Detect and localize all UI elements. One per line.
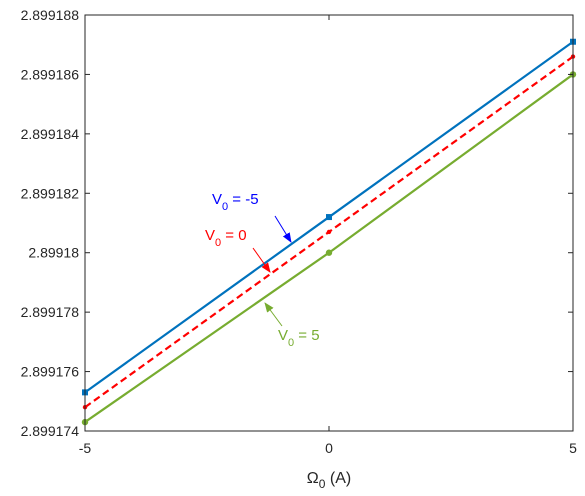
x-tick-label-0: -5 [79, 440, 92, 456]
plot-area [81, 38, 577, 426]
y-tick-label-0: 2.899174 [21, 423, 80, 439]
data-point-v0-5-1 [325, 249, 333, 256]
y-tick-label-5: 2.899184 [21, 126, 80, 142]
annotation-v0-0: V0 = 0 [205, 227, 271, 273]
data-point-v0-neg5-1 [326, 214, 332, 221]
y-tick-label-7: 2.899188 [21, 7, 80, 23]
series-line-v0-5 [84, 73, 574, 423]
annotation-v0-5: V0 = 5 [264, 302, 320, 349]
x-tick-label-2: 5 [569, 440, 577, 456]
annotation-v0-neg5: V0 = -5 [212, 191, 292, 243]
data-point-v0-0-1 [326, 229, 332, 235]
annotation-v0-neg5-arrow [274, 215, 292, 243]
annotation-v0-neg5-label: V0 = -5 [212, 191, 259, 213]
axes: 2.899174 2.899176 2.899178 2.89918 2.899182 2… [21, 7, 578, 456]
y-tick-label-6: 2.899186 [21, 66, 80, 82]
annotation-v0-0-arrow [252, 247, 271, 273]
annotation-v0-5-arrow [264, 302, 283, 327]
annotation-v0-0-label: V0 = 0 [205, 227, 247, 249]
y-tick-label-1: 2.899176 [21, 364, 80, 380]
x-axis-label: Ω0 (A) [307, 470, 351, 491]
x-tick-label-1: 0 [325, 440, 333, 456]
axes-box [84, 14, 574, 432]
y-tick-label-4: 2.899182 [21, 185, 80, 201]
y-tick-label-2: 2.899178 [21, 304, 80, 320]
annotation-v0-5-label: V0 = 5 [278, 327, 320, 349]
y-tick-label-3: 2.89918 [28, 245, 79, 261]
